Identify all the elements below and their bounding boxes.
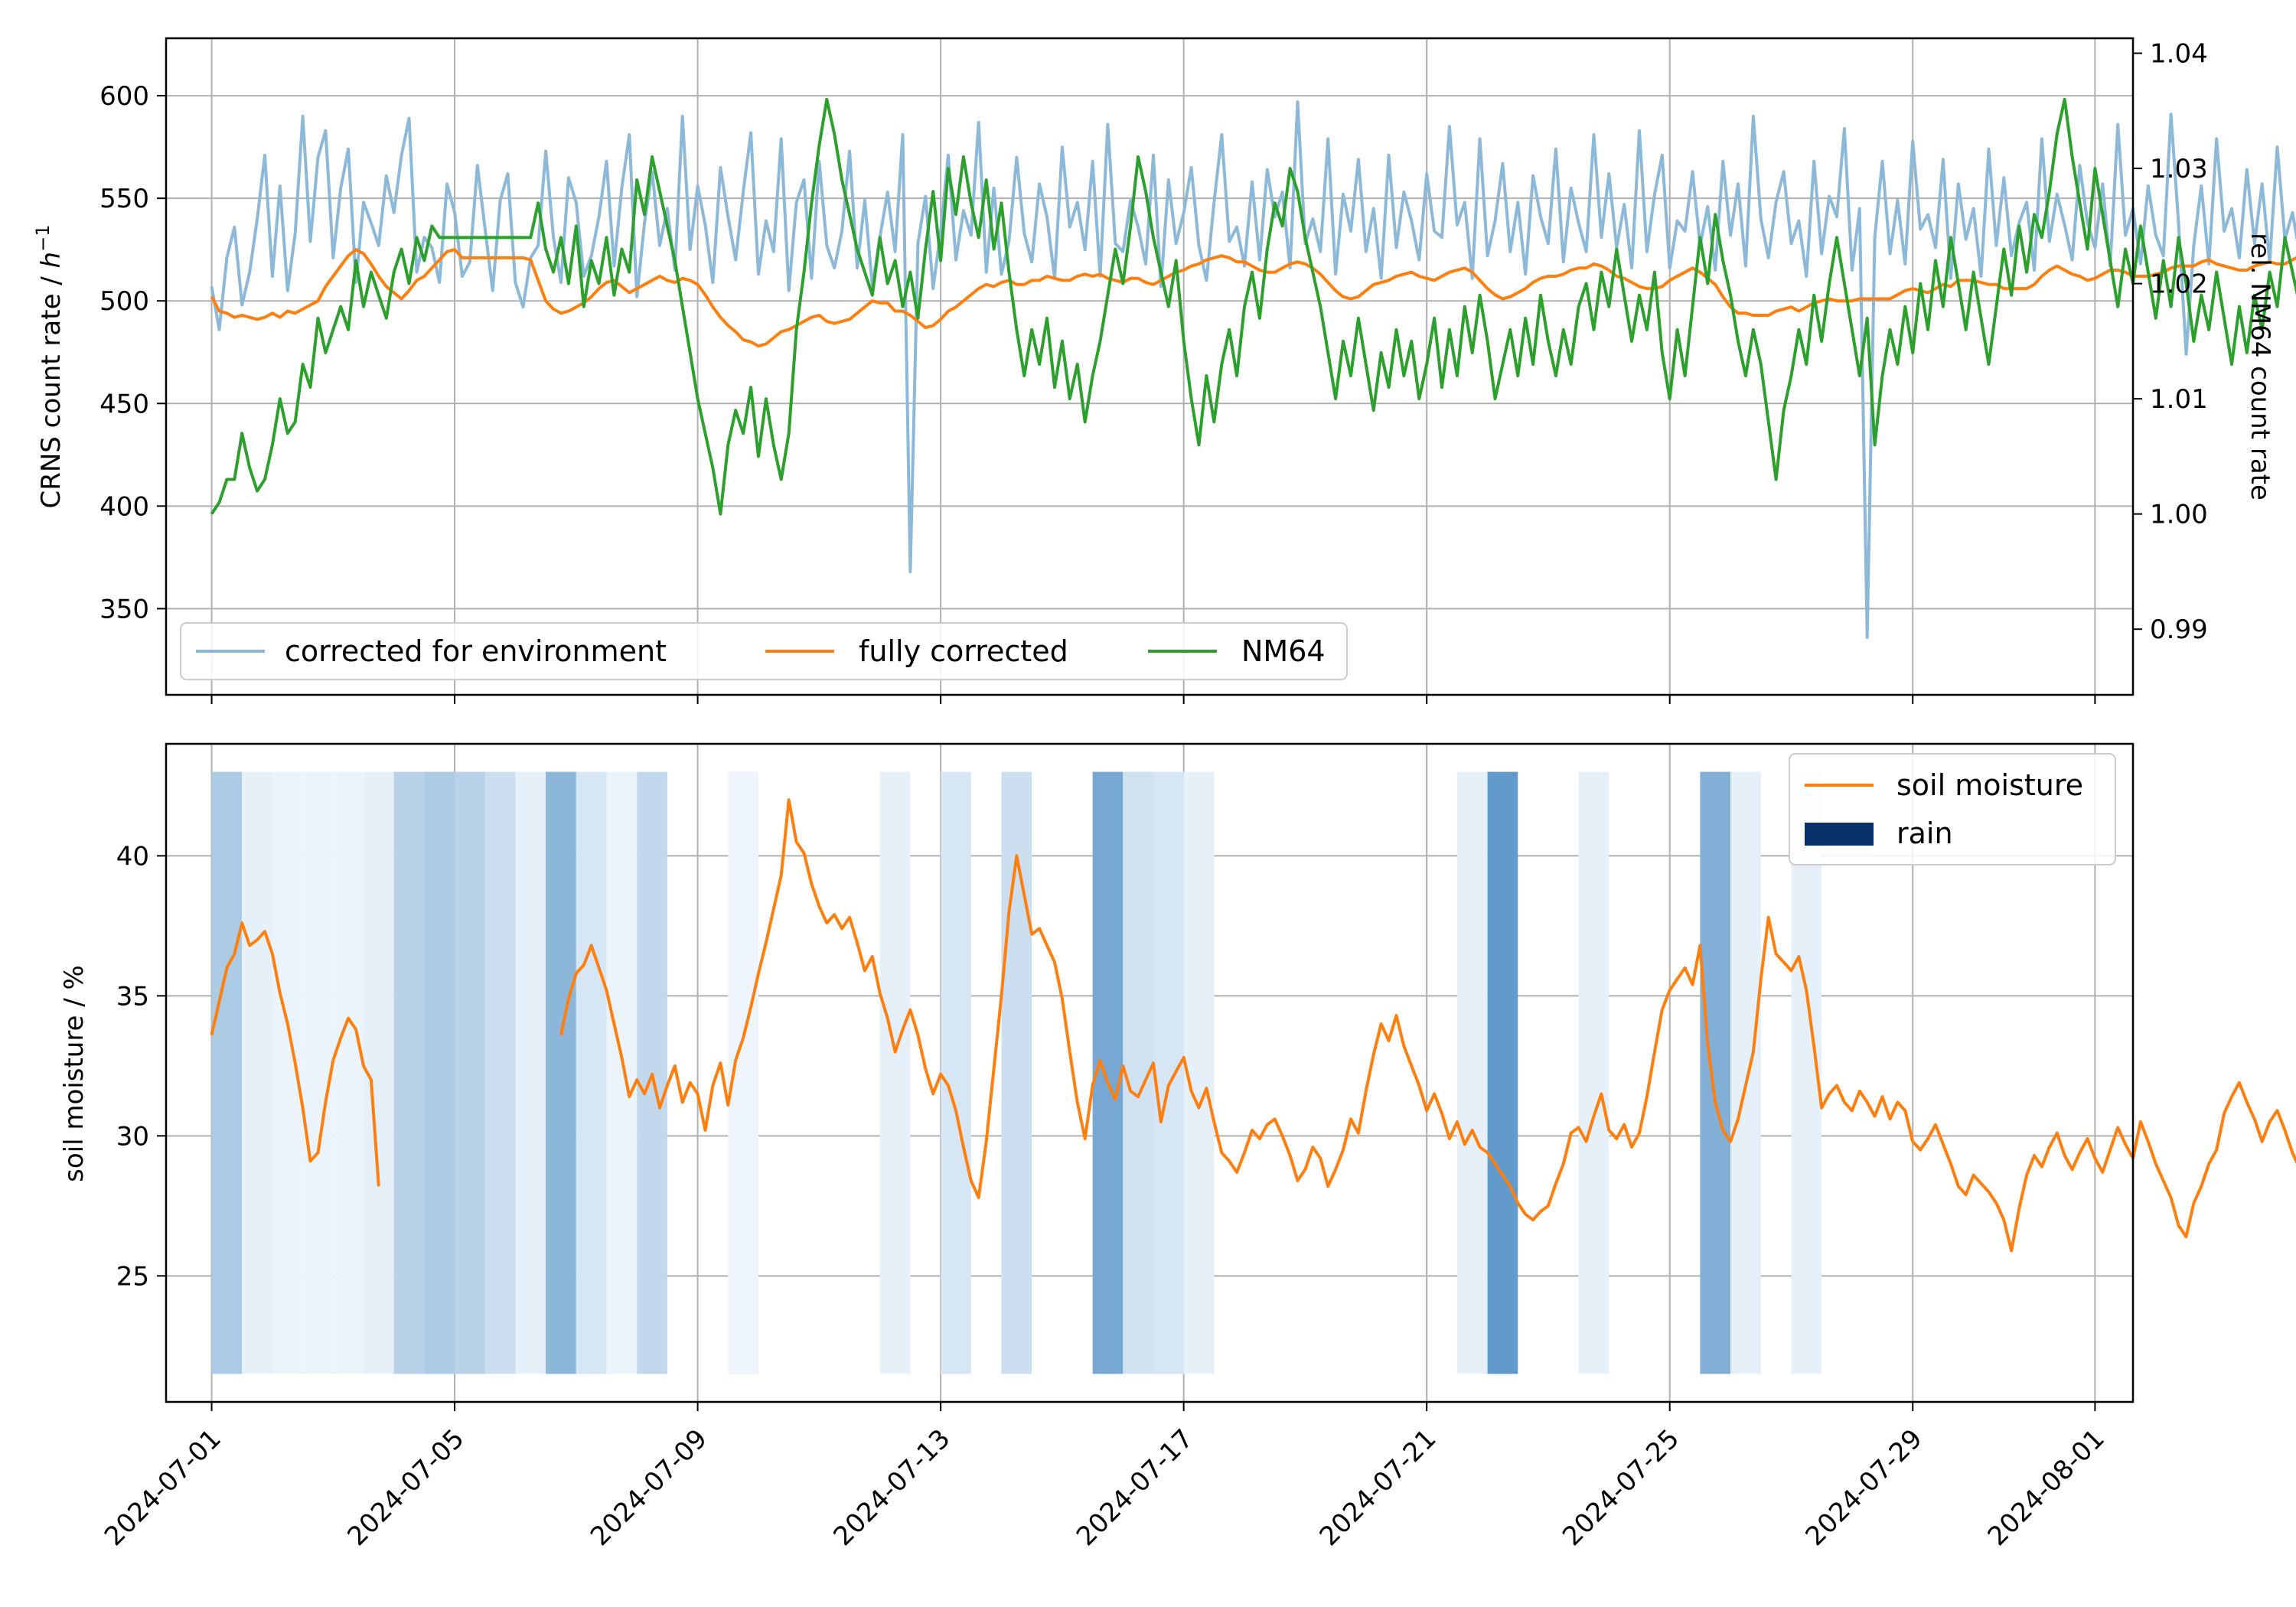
bottom-y-ticks: 25 30 35 40 xyxy=(116,841,166,1292)
legend-label-nm64: NM64 xyxy=(1241,634,1326,668)
rain-bar xyxy=(546,771,576,1374)
bottom-series-group xyxy=(210,798,2296,1253)
top-y-tick-label: 500 xyxy=(99,286,149,317)
top-legend: corrected for environment fully correcte… xyxy=(180,622,1348,680)
top-y-ticks: 350 400 450 500 550 600 xyxy=(99,81,166,624)
rain-bar xyxy=(941,771,971,1374)
rain-bar xyxy=(484,771,516,1374)
rain-bar xyxy=(393,771,425,1374)
top-y2-tick-label: 1.03 xyxy=(2150,154,2208,184)
series-line-corrected-for-environment xyxy=(210,100,2296,639)
top-series-group xyxy=(210,97,2296,639)
rain-bar xyxy=(1183,771,1215,1374)
top-y-tick-label: 550 xyxy=(99,184,149,214)
top-y-axis-label: CRNS count rate / h−1 xyxy=(32,224,67,508)
top-y-axis-label-exponent: −1 xyxy=(32,224,54,251)
bottom-y-tick-label: 40 xyxy=(116,841,149,872)
rain-bar xyxy=(1153,771,1184,1374)
top-x-ticks xyxy=(210,695,2096,704)
top-panel: 350 400 450 500 550 600 0.99 1.00 1.01 1.02 1.03 1… xyxy=(32,37,2296,704)
rain-bar xyxy=(576,771,607,1374)
top-y-tick-label: 350 xyxy=(99,594,149,624)
bottom-y-axis-label: soil moisture / % xyxy=(59,965,90,1182)
top-axes-frame xyxy=(165,37,2135,696)
rain-bar xyxy=(455,771,485,1374)
top-y2-ticks: 0.99 1.00 1.01 1.02 1.03 1.04 xyxy=(2133,39,2208,645)
series-line-soil-moisture xyxy=(210,798,2296,1253)
series-line-nm64 xyxy=(210,97,2296,516)
top-y-axis-label-unit: h xyxy=(36,252,67,269)
top-y-axis-label-main: CRNS count rate / xyxy=(36,268,67,508)
rain-bar xyxy=(879,771,911,1374)
rain-bar xyxy=(424,771,455,1374)
rain-bar xyxy=(1001,771,1032,1374)
rain-bar xyxy=(242,771,272,1374)
rain-bar xyxy=(302,771,334,1374)
top-y2-tick-label: 1.04 xyxy=(2150,39,2208,70)
top-y2-tick-label: 1.00 xyxy=(2150,500,2208,530)
rain-bars-group xyxy=(211,771,1822,1374)
top-y2-tick-label: 1.01 xyxy=(2150,384,2208,415)
series-line-fully-corrected xyxy=(210,248,2296,348)
rain-bar xyxy=(333,771,364,1374)
rain-bar xyxy=(1487,771,1518,1374)
bottom-y-tick-label: 25 xyxy=(116,1261,149,1292)
top-legend-box xyxy=(180,622,1348,680)
rain-bar xyxy=(515,771,546,1374)
rain-bar xyxy=(1578,771,1609,1374)
bottom-y-tick-label: 30 xyxy=(116,1121,149,1152)
top-y-tick-label: 400 xyxy=(99,491,149,522)
bottom-y-tick-label: 35 xyxy=(116,981,149,1012)
top-y-tick-label: 450 xyxy=(99,389,149,419)
bottom-legend: soil moisture rain xyxy=(1789,753,2116,865)
rain-bar xyxy=(1700,771,1731,1374)
top-y2-tick-label: 1.02 xyxy=(2150,269,2208,300)
legend-label-fully-corrected: fully corrected xyxy=(859,634,1068,668)
rain-bar xyxy=(606,771,638,1374)
rain-bar xyxy=(1730,771,1761,1374)
legend-label-rain: rain xyxy=(1896,817,1953,850)
rain-bar xyxy=(1456,771,1488,1374)
legend-swatch-rain xyxy=(1805,823,1874,846)
top-y2-axis-label: rel. NM64 count rate xyxy=(2245,233,2275,500)
rain-bar xyxy=(211,771,243,1374)
top-y2-tick-label: 0.99 xyxy=(2150,614,2208,645)
bottom-axes-frame xyxy=(165,742,2135,1403)
legend-label-soil-moisture: soil moisture xyxy=(1896,768,2083,802)
top-y-tick-label: 600 xyxy=(99,81,149,112)
legend-label-corrected-for-environment: corrected for environment xyxy=(285,634,667,668)
